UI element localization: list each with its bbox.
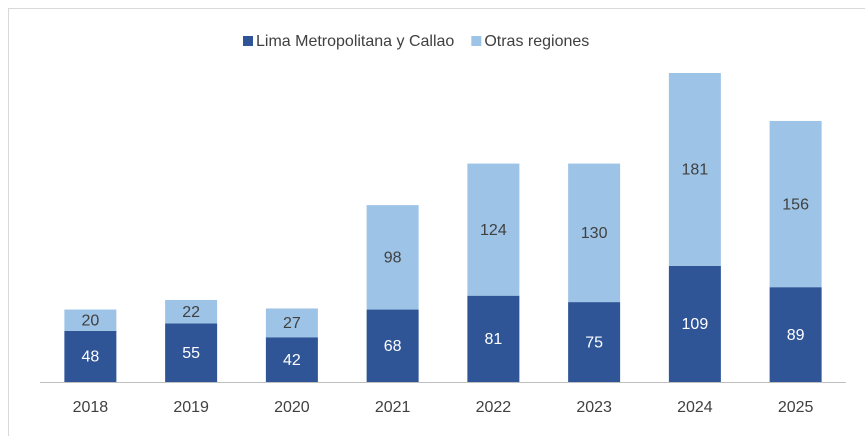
data-label: 20 (81, 312, 99, 329)
bar-segment (165, 323, 218, 382)
legend-swatch (243, 36, 253, 46)
legend-label: Otras regiones (484, 33, 589, 50)
bar-segment (467, 163, 520, 296)
data-label: 42 (283, 352, 301, 369)
data-label: 68 (384, 338, 402, 355)
x-tick-label: 2018 (73, 399, 109, 416)
data-label: 75 (585, 334, 603, 351)
bar-segment (769, 287, 822, 382)
data-label: 109 (682, 316, 709, 333)
x-tick-label: 2023 (576, 399, 612, 416)
bar-segment (366, 309, 419, 382)
bar-segment (668, 73, 721, 266)
data-label: 55 (182, 345, 200, 362)
bar-segment (568, 163, 621, 303)
bar-segment (64, 330, 117, 382)
x-tick-label: 2025 (778, 399, 814, 416)
data-label: 181 (682, 162, 709, 179)
bar-segment (668, 265, 721, 382)
bar-segment (265, 337, 318, 382)
data-label: 48 (81, 349, 99, 366)
x-tick-label: 2024 (677, 399, 713, 416)
bar-segment (467, 295, 520, 382)
bar-segment (64, 309, 117, 331)
x-tick-label: 2022 (476, 399, 512, 416)
bar-segment (366, 205, 419, 310)
x-tick-label: 2020 (274, 399, 310, 416)
legend-swatch (471, 36, 482, 46)
data-label: 81 (484, 331, 502, 348)
data-label: 130 (581, 225, 608, 242)
data-label: 22 (182, 304, 200, 321)
legend-label: Lima Metropolitana y Callao (256, 33, 454, 50)
chart-frame (8, 8, 865, 436)
data-label: 89 (787, 327, 805, 344)
bar-segment (265, 308, 318, 338)
data-label: 124 (480, 222, 507, 239)
bar-segment (568, 302, 621, 382)
data-label: 156 (782, 196, 809, 213)
x-tick-label: 2021 (375, 399, 411, 416)
data-label: 98 (384, 250, 402, 267)
x-tick-label: 2019 (173, 399, 209, 416)
bar-segment (165, 299, 218, 324)
data-label: 27 (283, 315, 301, 332)
bar-segment (769, 120, 822, 288)
